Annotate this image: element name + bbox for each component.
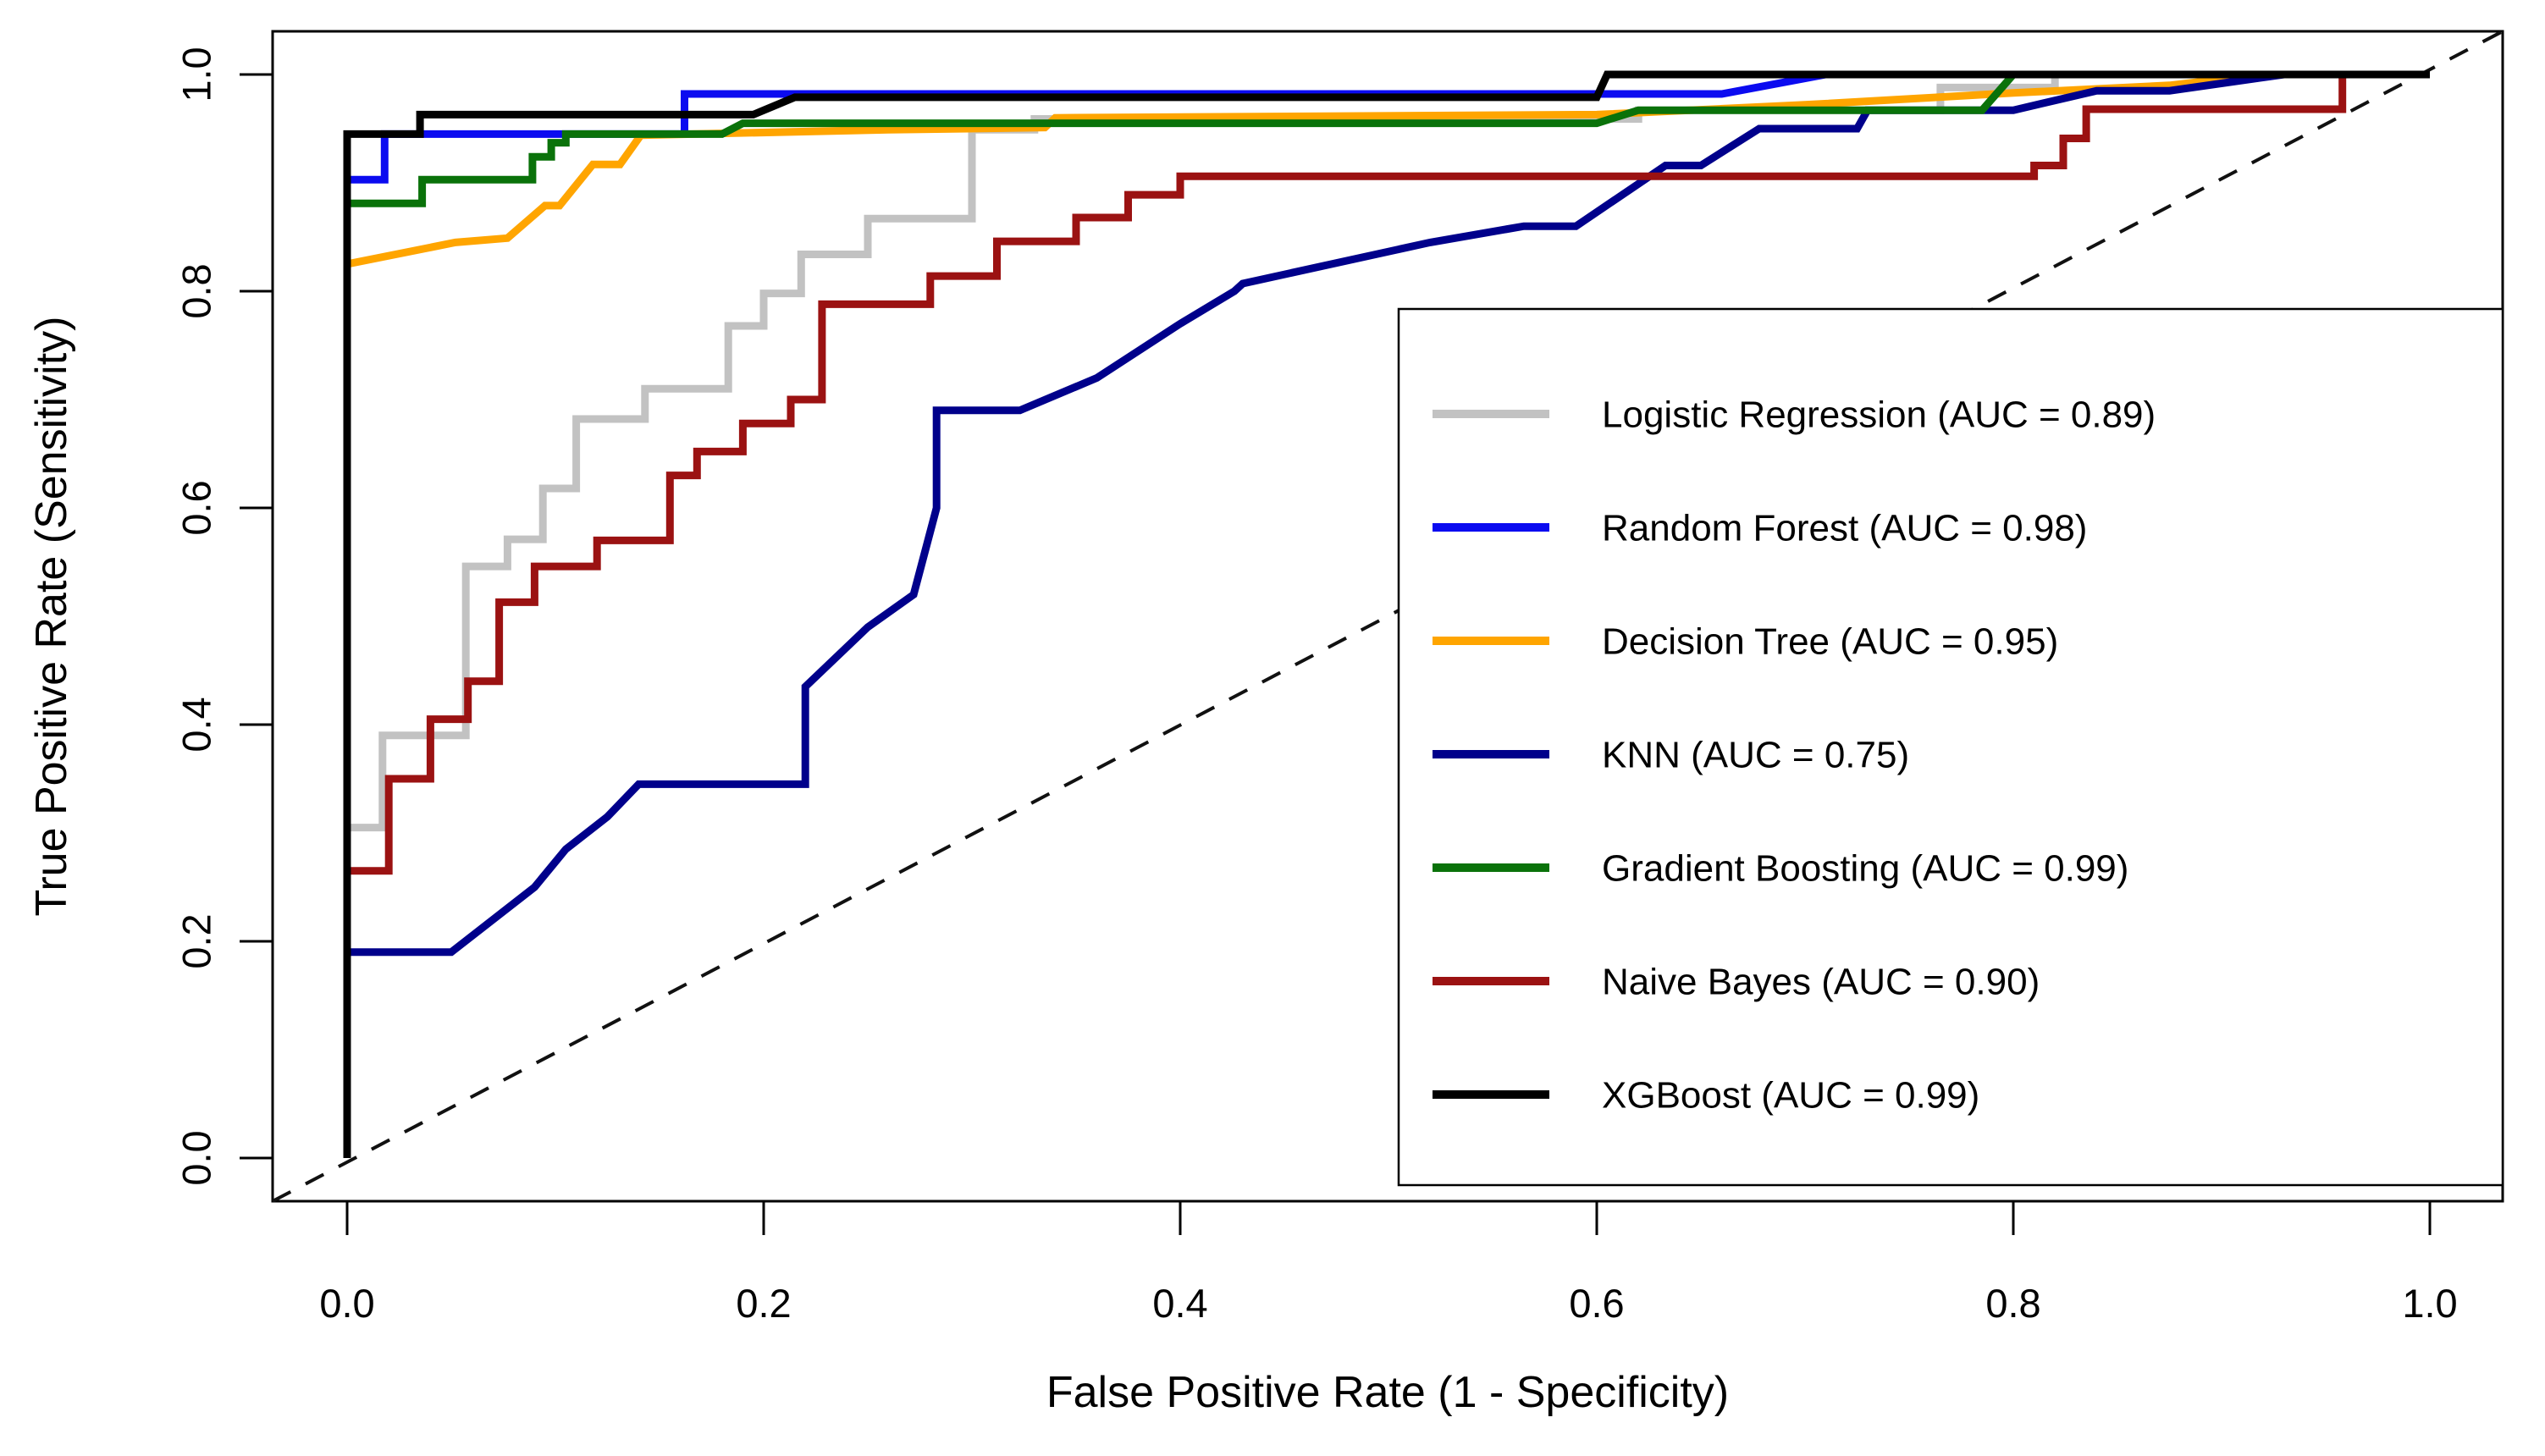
x-axis-title: False Positive Rate (1 - Specificity) [1046, 1368, 1729, 1417]
x-tick-label: 1.0 [2402, 1281, 2457, 1326]
x-tick-label: 0.6 [1569, 1281, 1624, 1326]
y-tick-label: 0.0 [174, 1130, 218, 1185]
x-tick-label: 0.0 [319, 1281, 374, 1326]
legend-box [1397, 307, 2504, 1187]
legend-item: Logistic Regression (AUC = 0.89) [1433, 394, 2156, 435]
diagonal-reference-line [272, 30, 2504, 1203]
roc-curve-xgboost [343, 70, 2430, 1158]
legend-item-label: Logistic Regression (AUC = 0.89) [1602, 394, 2156, 435]
x-tick-label: 0.2 [736, 1281, 791, 1326]
y-tick-label: 0.6 [174, 480, 218, 535]
y-axis-title: True Positive Rate (Sensitivity) [27, 317, 76, 917]
legend-item: Gradient Boosting (AUC = 0.99) [1433, 847, 2128, 889]
roc-curve-decision-tree [343, 70, 2430, 1158]
legend-item: KNN (AUC = 0.75) [1433, 734, 1909, 775]
legend-item-label: Naive Bayes (AUC = 0.90) [1602, 961, 2040, 1002]
roc-curve-gradient-boosting [343, 70, 2430, 1158]
y-tick-label: 0.2 [174, 913, 218, 968]
y-tick-label: 0.4 [174, 697, 218, 752]
legend-item: Decision Tree (AUC = 0.95) [1433, 620, 2058, 662]
legend-item: XGBoost (AUC = 0.99) [1433, 1074, 1979, 1116]
y-tick-label: 1.0 [174, 47, 218, 102]
x-tick-label: 0.4 [1152, 1281, 1207, 1326]
legend-item: Naive Bayes (AUC = 0.90) [1433, 961, 2040, 1002]
legend-item-label: Gradient Boosting (AUC = 0.99) [1602, 847, 2128, 889]
x-tick-label: 0.8 [1985, 1281, 2040, 1326]
legend-item: Random Forest (AUC = 0.98) [1433, 507, 2087, 549]
legend-item-label: KNN (AUC = 0.75) [1602, 734, 1909, 775]
y-tick-label: 0.8 [174, 263, 218, 318]
legend-item-label: XGBoost (AUC = 0.99) [1602, 1074, 1979, 1116]
roc-curve-naive-bayes [343, 70, 2430, 1158]
legend-item-label: Decision Tree (AUC = 0.95) [1602, 620, 2058, 662]
legend-item-label: Random Forest (AUC = 0.98) [1602, 507, 2087, 549]
